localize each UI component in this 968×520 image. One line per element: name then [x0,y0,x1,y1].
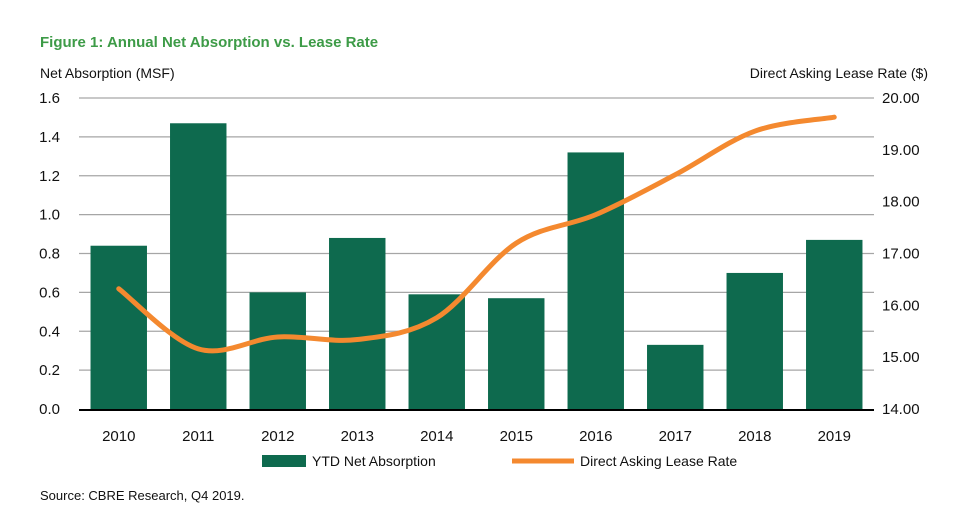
bar-2015 [488,298,544,409]
x-tick-label: 2012 [261,428,294,445]
source-note: Source: CBRE Research, Q4 2019. [40,488,245,503]
y2-tick-label: 18.00 [882,194,920,211]
y2-axis-label: Direct Asking Lease Rate ($) [750,65,928,81]
y2-tick-label: 19.00 [882,142,920,159]
bar-2014 [409,294,465,409]
x-tick-label: 2014 [420,428,453,445]
y-tick-label: 1.4 [39,129,60,146]
legend-label-bar: YTD Net Absorption [312,453,436,469]
x-tick-label: 2013 [341,428,374,445]
y-tick-label: 1.0 [39,207,60,224]
y2-tick-label: 15.00 [882,349,920,366]
y-tick-label: 0.2 [39,362,60,379]
bar-2011 [170,123,226,409]
y-tick-label: 0.6 [39,284,60,301]
x-tick-label: 2010 [102,428,135,445]
y2-tick-labels: 14.00 15.00 16.00 17.00 18.00 19.00 20.00 [882,90,920,418]
bar-2019 [806,240,862,409]
y2-tick-label: 16.00 [882,297,920,314]
y2-tick-label: 17.00 [882,246,920,263]
y-tick-label: 1.6 [39,90,60,107]
legend-swatch-bar [262,455,306,467]
bar-2016 [568,152,624,409]
bar-2012 [250,292,306,409]
x-tick-label: 2015 [500,428,533,445]
y-tick-labels: 0.0 0.2 0.4 0.6 0.8 1.0 1.2 1.4 1.6 [39,90,60,418]
y-tick-label: 0.8 [39,246,60,263]
bar-2017 [647,345,703,409]
y-axis-label: Net Absorption (MSF) [40,65,175,81]
legend: YTD Net Absorption Direct Asking Lease R… [262,453,737,469]
bars [91,123,863,409]
legend-label-line: Direct Asking Lease Rate [580,453,737,469]
bar-2013 [329,238,385,409]
y-tick-label: 1.2 [39,168,60,185]
bar-2010 [91,246,147,409]
x-tick-label: 2019 [818,428,851,445]
y-tick-label: 0.4 [39,323,60,340]
x-tick-label: 2017 [659,428,692,445]
y2-tick-label: 20.00 [882,90,920,107]
y2-tick-label: 14.00 [882,401,920,418]
chart-title: Figure 1: Annual Net Absorption vs. Leas… [40,34,378,51]
x-tick-label: 2016 [579,428,612,445]
x-tick-label: 2011 [182,428,214,445]
bar-2018 [727,273,783,409]
x-tick-label: 2018 [738,428,771,445]
y-tick-label: 0.0 [39,401,60,418]
x-tick-labels: 2010 2011 2012 2013 2014 2015 2016 2017 2018 2019 [102,428,851,445]
